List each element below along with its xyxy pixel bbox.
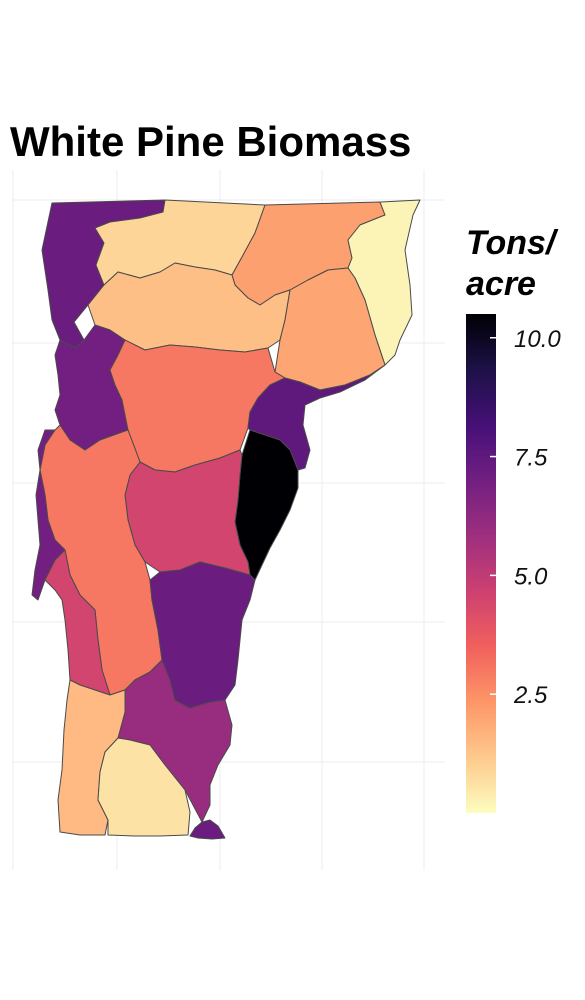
legend-ticks: 2.5 5.0 7.5 10.0 <box>490 326 561 709</box>
region-east-river <box>247 364 386 471</box>
legend-tick-label: 10.0 <box>514 326 561 353</box>
legend-tick-label: 5.0 <box>514 563 548 590</box>
region-central-south <box>124 449 251 576</box>
legend: Tons/ acre 2.5 5.0 7.5 10.0 <box>466 224 561 813</box>
legend-colorbar <box>466 314 496 813</box>
legend-title-line-1: Tons/ <box>466 224 559 262</box>
map-regions <box>31 199 421 840</box>
legend-tick-label: 2.5 <box>513 682 548 709</box>
region-south-tip <box>189 819 226 840</box>
legend-title-line-2: acre <box>466 265 536 303</box>
region-south <box>97 737 191 837</box>
map-title: White Pine Biomass <box>10 118 412 165</box>
legend-tick-label: 7.5 <box>514 445 548 472</box>
